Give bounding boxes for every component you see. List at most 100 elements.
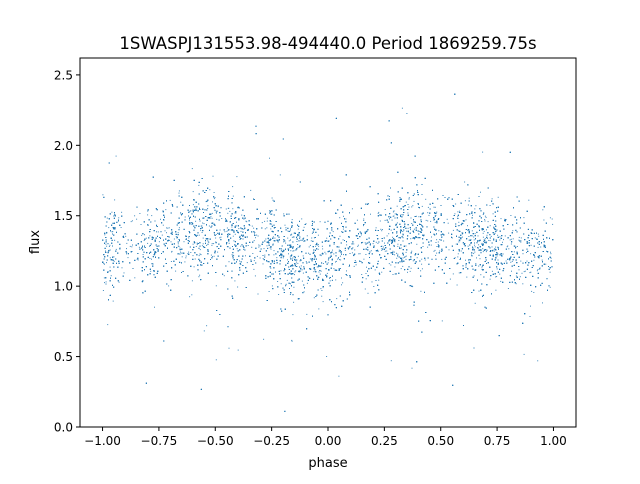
data-point xyxy=(243,218,245,220)
data-point xyxy=(418,216,420,218)
data-point xyxy=(103,277,105,279)
data-point xyxy=(348,247,350,249)
data-point xyxy=(396,252,397,254)
data-point xyxy=(366,266,367,268)
data-point xyxy=(463,221,465,222)
data-point xyxy=(471,230,473,232)
data-point xyxy=(416,257,418,259)
data-point xyxy=(292,314,294,316)
data-point xyxy=(318,308,320,310)
data-point xyxy=(184,261,186,263)
data-point xyxy=(126,253,128,255)
data-point xyxy=(526,252,527,253)
data-point xyxy=(507,245,509,247)
data-point xyxy=(458,225,460,227)
data-point xyxy=(251,246,253,248)
data-point xyxy=(305,223,307,225)
data-point xyxy=(416,243,418,245)
data-point xyxy=(447,222,449,224)
data-point xyxy=(411,250,413,252)
data-point xyxy=(297,244,299,245)
data-point xyxy=(298,232,299,234)
data-point xyxy=(296,241,298,242)
data-point xyxy=(434,249,436,251)
data-point xyxy=(370,213,371,215)
data-point xyxy=(353,243,355,245)
data-point xyxy=(332,249,333,251)
data-point xyxy=(288,248,290,250)
data-point xyxy=(232,186,234,188)
data-point xyxy=(103,263,105,265)
data-point xyxy=(187,253,189,255)
data-point xyxy=(197,234,198,236)
data-point xyxy=(482,251,484,253)
data-point xyxy=(364,242,366,244)
data-point xyxy=(318,264,319,266)
data-point xyxy=(104,282,105,284)
data-point xyxy=(321,295,323,297)
data-point xyxy=(268,291,270,292)
data-point xyxy=(363,220,365,221)
data-point xyxy=(247,245,249,246)
data-point xyxy=(208,241,210,243)
data-point xyxy=(178,190,180,192)
data-point xyxy=(139,213,141,214)
data-point xyxy=(354,249,356,251)
data-point xyxy=(381,248,383,250)
data-point xyxy=(485,251,487,253)
data-point xyxy=(351,252,353,254)
data-point xyxy=(531,290,533,292)
data-point xyxy=(503,239,504,241)
data-point xyxy=(457,230,459,232)
data-point xyxy=(361,274,363,275)
data-point xyxy=(435,254,437,256)
data-point xyxy=(340,268,341,269)
data-point xyxy=(306,235,308,237)
data-point xyxy=(363,218,365,220)
data-point xyxy=(274,237,276,239)
data-point xyxy=(329,280,331,282)
data-point xyxy=(232,208,234,210)
data-point xyxy=(491,198,493,200)
data-point xyxy=(530,305,531,307)
data-point xyxy=(132,244,133,246)
data-point xyxy=(407,271,408,273)
data-point xyxy=(110,275,112,277)
data-point xyxy=(505,260,507,262)
data-point xyxy=(303,237,305,239)
data-point xyxy=(515,283,517,285)
data-point xyxy=(380,228,382,230)
data-point xyxy=(214,234,215,236)
data-point xyxy=(497,196,499,198)
data-point xyxy=(333,253,335,255)
data-point xyxy=(147,214,149,216)
data-point xyxy=(480,250,482,252)
data-point xyxy=(141,246,143,248)
data-point xyxy=(482,232,484,234)
data-point xyxy=(348,266,350,267)
data-point xyxy=(484,220,486,222)
data-point xyxy=(291,339,293,341)
data-point xyxy=(336,212,338,214)
data-point xyxy=(329,277,331,279)
data-point xyxy=(408,197,410,199)
data-point xyxy=(406,113,408,114)
data-point xyxy=(301,280,303,282)
data-point xyxy=(169,199,171,201)
data-point xyxy=(457,216,459,218)
data-point xyxy=(550,257,552,259)
data-point xyxy=(551,218,553,220)
data-point xyxy=(136,258,138,260)
data-point xyxy=(543,219,545,221)
data-point xyxy=(533,259,535,261)
data-point xyxy=(320,270,322,272)
data-point xyxy=(420,227,422,229)
data-point xyxy=(448,249,450,251)
data-point xyxy=(542,209,544,211)
data-point xyxy=(273,254,275,256)
data-point xyxy=(451,237,453,239)
data-point xyxy=(405,201,407,203)
data-point xyxy=(489,225,491,227)
data-point xyxy=(316,266,318,268)
